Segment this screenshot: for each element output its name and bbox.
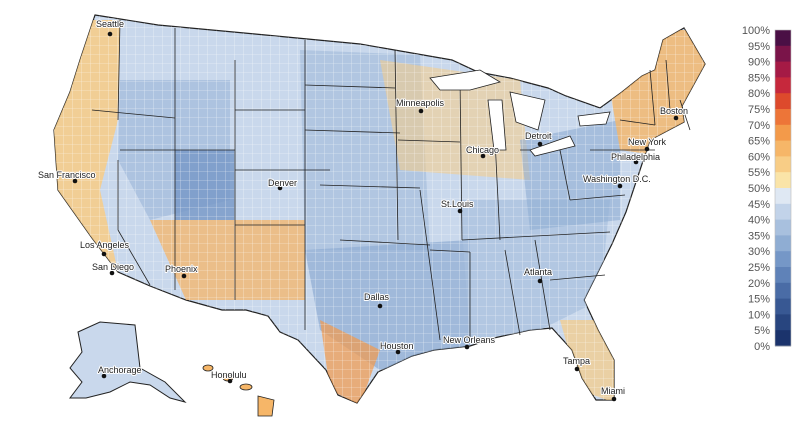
legend-tick-label: 100% — [742, 25, 770, 37]
legend-swatch — [775, 172, 791, 189]
legend-tick-label: 40% — [748, 215, 770, 227]
legend-swatch — [775, 30, 791, 47]
legend-swatch — [775, 124, 791, 141]
legend-swatch — [775, 314, 791, 331]
city-label-los-angeles: Los Angeles — [80, 240, 130, 250]
legend-swatch — [775, 140, 791, 157]
city-label-minneapolis: Minneapolis — [396, 98, 445, 108]
city-label-boston: Boston — [660, 106, 688, 116]
legend-tick-label: 90% — [748, 57, 770, 69]
legend-swatch — [775, 298, 791, 315]
city-label-miami: Miami — [601, 386, 625, 396]
legend-swatch — [775, 219, 791, 236]
alaska-landmass — [69, 321, 187, 403]
city-label-san-diego: San Diego — [92, 262, 134, 272]
legend-tick-label: 75% — [748, 104, 770, 116]
legend-tick-label: 80% — [748, 88, 770, 100]
legend-swatch — [775, 282, 791, 299]
legend-swatch — [775, 267, 791, 284]
legend-tick-label: 50% — [748, 183, 770, 195]
city-label-chicago: Chicago — [466, 145, 499, 155]
great-lakes — [429, 69, 611, 157]
legend-border — [774, 29, 792, 347]
city-label-washington-dc: Washington D.C. — [583, 174, 651, 184]
city-label-houston: Houston — [380, 341, 414, 351]
legend-swatch — [775, 45, 791, 62]
city-label-denver: Denver — [268, 178, 297, 188]
hawaii-islands — [202, 364, 275, 417]
city-label-st-louis: St.Louis — [441, 199, 474, 209]
legend-swatch — [775, 77, 791, 94]
city-label-new-orleans: New Orleans — [443, 335, 496, 345]
legend-tick-label: 70% — [748, 120, 770, 132]
legend-tick-label: 45% — [748, 199, 770, 211]
legend-tick-label: 30% — [748, 246, 770, 258]
legend-tick-label: 5% — [754, 325, 770, 337]
legend-tick-label: 0% — [754, 341, 770, 353]
legend-swatch — [775, 251, 791, 268]
city-label-detroit: Detroit — [525, 131, 552, 141]
legend-tick-label: 25% — [748, 262, 770, 274]
legend-tick-label: 10% — [748, 309, 770, 321]
legend-swatch — [775, 203, 791, 220]
state-boundaries — [91, 19, 691, 341]
city-label-seattle: Seattle — [96, 19, 124, 29]
legend-tick-label: 55% — [748, 167, 770, 179]
legend-swatch — [775, 93, 791, 110]
legend-swatch — [775, 330, 791, 347]
legend-tick-label: 20% — [748, 278, 770, 290]
city-label-dallas: Dallas — [364, 292, 390, 302]
legend-swatch — [775, 156, 791, 173]
city-label-philadelphia: Philadelphia — [611, 152, 660, 162]
legend-tick-label: 85% — [748, 72, 770, 84]
legend-tick-label: 65% — [748, 136, 770, 148]
legend-swatch — [775, 109, 791, 126]
city-markers: Seattle San Francisco Los Angeles San Di… — [37, 18, 689, 402]
city-label-phoenix: Phoenix — [165, 264, 198, 274]
city-label-tampa: Tampa — [563, 356, 590, 366]
legend-swatch — [775, 235, 791, 252]
legend-tick-label: 60% — [748, 151, 770, 163]
legend-tick-label: 15% — [748, 294, 770, 306]
city-label-honolulu: Honolulu — [211, 370, 247, 380]
legend-tick-label: 35% — [748, 230, 770, 242]
city-label-new-york: New York — [628, 137, 667, 147]
city-label-atlanta: Atlanta — [524, 267, 552, 277]
legend-tick-label: 95% — [748, 41, 770, 53]
city-label-anchorage: Anchorage — [98, 365, 142, 375]
legend-swatch — [775, 61, 791, 78]
city-label-san-francisco: San Francisco — [38, 170, 96, 180]
legend-swatch — [775, 188, 791, 205]
